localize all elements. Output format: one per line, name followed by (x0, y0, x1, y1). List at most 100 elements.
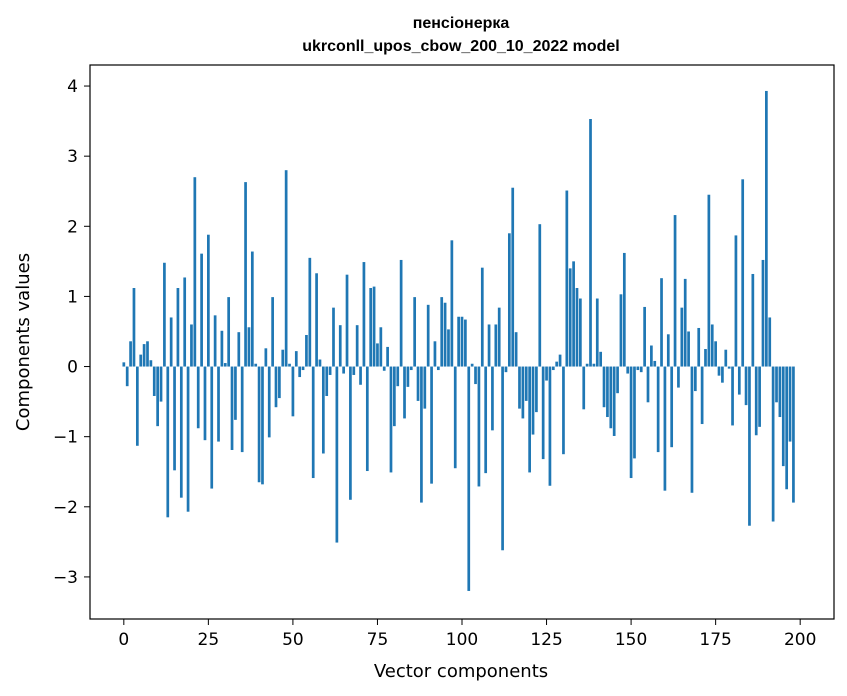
bar (311, 366, 315, 479)
bar (240, 366, 244, 453)
bar (663, 366, 667, 491)
y-tick-label: 4 (67, 77, 78, 97)
bar (565, 190, 569, 367)
bar (122, 362, 126, 367)
bar (599, 351, 603, 367)
bar (541, 366, 545, 460)
x-tick-label: 125 (530, 630, 562, 650)
bar (744, 366, 748, 406)
bar (572, 261, 575, 367)
y-tick-label: −3 (53, 568, 78, 588)
bar (372, 286, 376, 367)
bar (491, 366, 494, 431)
bar (507, 233, 511, 367)
bar (196, 366, 200, 429)
bar (595, 298, 599, 367)
bar (166, 366, 170, 518)
bar (176, 288, 180, 367)
bar (250, 251, 254, 367)
bar (359, 366, 362, 385)
bar (771, 366, 775, 522)
bar (328, 366, 332, 375)
bar (217, 366, 220, 442)
bar (183, 277, 187, 367)
y-axis-ticks: −3 −2 −1 0 1 2 3 4 (53, 77, 90, 588)
bar (785, 366, 789, 490)
bar (146, 341, 149, 367)
bar (173, 366, 176, 471)
bar (294, 351, 298, 367)
bar (535, 366, 538, 413)
bar (379, 327, 383, 367)
bar (650, 345, 653, 367)
bar (633, 366, 636, 459)
bar (416, 366, 420, 401)
bar (460, 316, 464, 367)
bar (551, 366, 555, 371)
bar (409, 366, 413, 371)
y-tick-label: 3 (67, 147, 78, 167)
bar (125, 366, 129, 387)
bar (213, 315, 217, 367)
bar (670, 366, 674, 448)
bar (443, 302, 447, 367)
bar (501, 366, 504, 551)
bar (754, 366, 758, 436)
bar (254, 363, 258, 367)
bar (673, 215, 677, 367)
bar (386, 346, 389, 367)
bar (487, 324, 491, 367)
bar (697, 327, 701, 367)
bar (244, 182, 247, 367)
bar (142, 344, 146, 367)
bar (484, 366, 488, 474)
x-tick-label: 150 (615, 630, 647, 650)
bar (504, 366, 508, 373)
bar (616, 366, 619, 394)
bar (748, 366, 751, 526)
bar (562, 366, 565, 455)
bar (761, 259, 765, 367)
bar (159, 366, 163, 402)
bar (714, 341, 717, 367)
bar (389, 366, 393, 473)
bar (568, 268, 572, 367)
bar (758, 366, 761, 427)
bar (423, 366, 427, 409)
bar (707, 194, 711, 367)
bar (382, 366, 386, 371)
bar (156, 366, 159, 427)
bar (264, 348, 268, 367)
bar (261, 366, 264, 485)
bar (274, 366, 278, 408)
bar (480, 267, 484, 367)
bar (700, 366, 704, 425)
bar (704, 349, 707, 367)
bar (135, 366, 139, 446)
bar (281, 349, 285, 367)
x-axis-label: Vector components (374, 661, 548, 682)
y-tick-label: 2 (67, 217, 78, 237)
bar (376, 343, 379, 367)
bar (558, 354, 562, 367)
bar (399, 259, 403, 367)
bar (775, 366, 778, 403)
chart-title: пенсіонерка (413, 15, 510, 32)
bar (609, 366, 613, 429)
bar (643, 306, 646, 367)
bar (190, 324, 193, 367)
bar (362, 262, 366, 367)
bar (426, 304, 430, 367)
bar (575, 288, 579, 367)
bar (538, 224, 542, 367)
bar (521, 366, 525, 419)
bar (457, 316, 460, 367)
x-tick-label: 200 (784, 630, 816, 650)
bar (169, 317, 173, 367)
bar (223, 363, 227, 367)
bar (139, 354, 143, 367)
bar (237, 332, 241, 367)
bar (149, 360, 153, 367)
x-tick-label: 25 (198, 630, 220, 650)
